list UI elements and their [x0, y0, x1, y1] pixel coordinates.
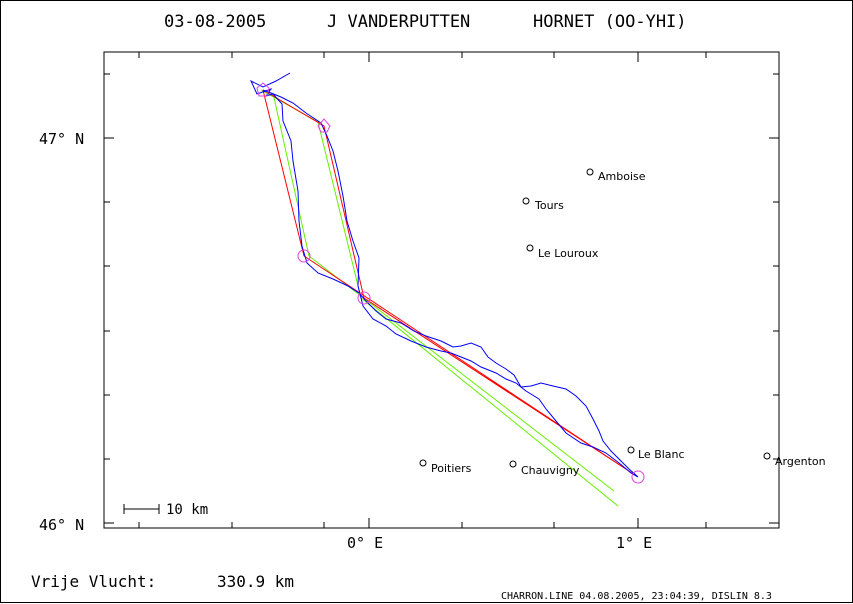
place-label: Argenton	[775, 455, 826, 468]
lat-label-46: 46° N	[39, 516, 84, 534]
gps-track	[249, 72, 639, 478]
flight-date: 03-08-2005	[164, 12, 266, 32]
task-leg-line	[272, 92, 615, 492]
footer-info: CHARRON.LINE 04.08.2005, 23:04:39, DISLI…	[501, 591, 772, 602]
turnpoint-2-marker	[317, 118, 331, 133]
turnpoint-3-marker	[297, 249, 311, 263]
glider-name: HORNET (OO-YHI)	[533, 12, 687, 32]
place-argenton: Argenton	[763, 452, 826, 468]
optimized-route	[262, 89, 639, 478]
lon-label-0: 0° E	[347, 534, 383, 552]
turnpoint-4-marker	[357, 291, 371, 305]
place-label: Poitiers	[431, 462, 472, 475]
place-label: Amboise	[598, 170, 646, 183]
lat-label-47: 47° N	[39, 130, 84, 148]
scale-bar: 10 km	[123, 502, 208, 518]
distance-value: 330.9 km	[217, 572, 294, 591]
top-ticks	[138, 52, 707, 62]
place-label: Le Louroux	[538, 247, 599, 260]
turnpoint-start-marker	[256, 82, 270, 97]
place-amboise: Amboise	[586, 168, 646, 183]
place-label: Chauvigny	[521, 464, 580, 477]
place-label: Le Blanc	[638, 448, 685, 461]
left-ticks	[104, 73, 114, 524]
right-ticks	[769, 73, 779, 524]
pilot-name: J VANDERPUTTEN	[327, 12, 470, 32]
place-chauvigny: Chauvigny	[509, 460, 580, 477]
place-poitiers: Poitiers	[419, 459, 472, 475]
task-route-line	[260, 89, 619, 507]
place-le-louroux: Le Louroux	[526, 244, 599, 260]
place-label: Tours	[534, 199, 564, 212]
lon-label-1: 1° E	[616, 534, 652, 552]
place-tours: Tours	[522, 197, 564, 212]
place-le-blanc: Le Blanc	[627, 446, 685, 461]
bottom-ticks	[138, 518, 707, 528]
task-lines	[260, 89, 619, 507]
scale-bar-label: 10 km	[166, 502, 208, 518]
plot-frame	[103, 51, 780, 529]
turnpoint-finish-marker	[631, 470, 645, 484]
turnpoint-markers	[256, 82, 645, 484]
distance-label: Vrije Vlucht:	[31, 572, 156, 591]
